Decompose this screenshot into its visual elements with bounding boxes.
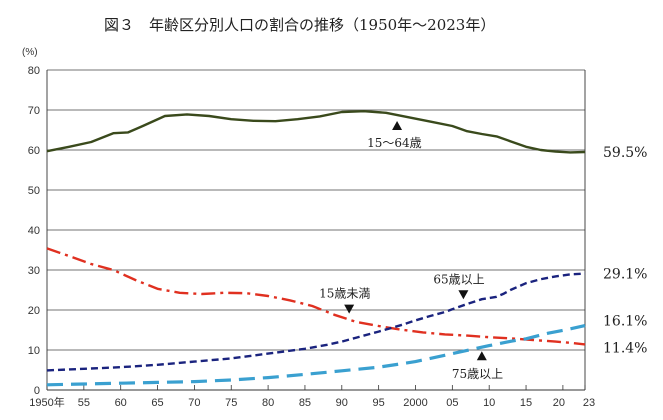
x-tick-labels: 1950年 55 60 65 70 75 80 85 90 95 2000 05 10 15 20 23 [29,395,595,409]
annotation-label-0: 15～64歳 [367,136,422,150]
x-tick-label: 90 [336,397,348,409]
annotation-arrow-3 [476,351,487,361]
annotation-label-2: 65歳以上 [433,272,484,286]
y-tick-label: 20 [28,305,40,317]
end-label-2: 29.1% [603,267,647,283]
y-tick-labels: 0 10 20 30 40 50 60 70 80 [28,65,40,397]
end-labels: 59.5% 11.4% 29.1% 16.1% [603,145,647,356]
end-label-0: 59.5% [603,145,647,161]
annotation-label-1: 15歳未満 [319,287,370,301]
x-tick-label: 05 [446,397,458,409]
y-tick-label: 10 [28,345,40,357]
x-tick-label: 55 [78,397,90,409]
y-tick-label: 0 [34,385,40,397]
chart-title: 図３ 年齢区分別人口の割合の推移（1950年～2023年） [104,16,495,34]
y-tick-label: 70 [28,105,40,117]
end-label-1: 11.4% [603,340,647,356]
y-tick-label: 60 [28,145,40,157]
x-tick-label: 15 [520,397,532,409]
annotation-label-3: 75歳以上 [452,367,503,381]
gridlines [47,69,585,351]
x-tick-label: 75 [225,397,237,409]
x-tick-label: 23 [583,397,595,409]
series-line-0 [46,110,586,154]
x-tick-label: 60 [115,397,127,409]
axes [46,70,586,391]
x-tick-label: 2000 [403,397,427,409]
annotations: 15～64歳 15歳未満 65歳以上 75歳以上 [319,121,503,381]
y-tick-label: 40 [28,225,40,237]
series-line-3 [46,324,586,387]
series-line-1 [46,247,586,346]
annotation-arrow-1 [344,304,355,314]
x-tick-label: 85 [299,397,311,409]
y-tick-label: 80 [28,65,40,77]
end-label-3: 16.1% [603,314,647,330]
x-tick-label: 20 [553,397,565,409]
x-tick-label: 65 [151,397,163,409]
x-tick-label: 80 [262,397,274,409]
annotation-arrow-0 [392,121,403,130]
y-tick-label: 50 [28,185,40,197]
y-axis-unit: (%) [22,47,38,58]
y-tick-label: 30 [28,265,40,277]
x-tick-label: 1950年 [29,395,64,409]
x-tick-label: 95 [373,397,385,409]
x-tick-label: 70 [188,397,200,409]
annotation-arrow-2 [458,290,469,300]
series-lines [46,110,586,387]
series-line-2 [46,272,586,372]
x-tick-label: 10 [483,397,495,409]
